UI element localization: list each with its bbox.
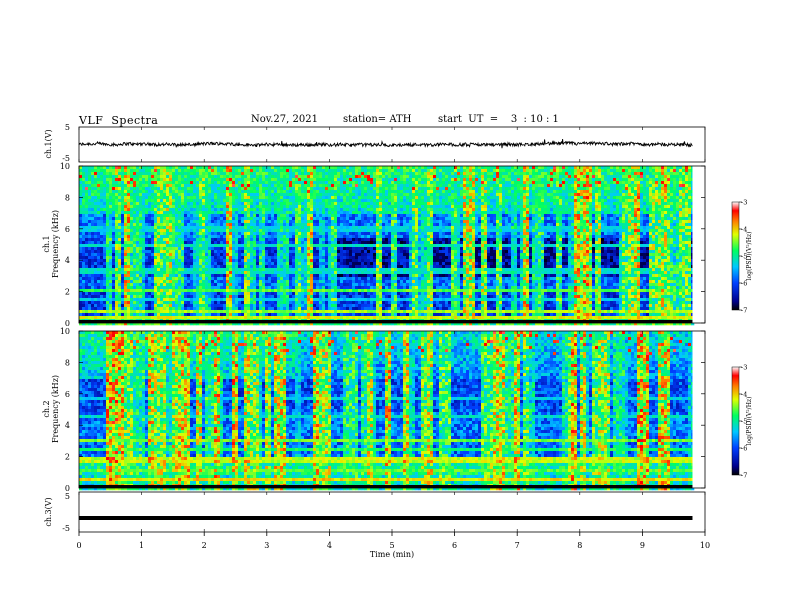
freq-tick-label: 10 [60,327,70,336]
ch3-frame [79,492,705,532]
x-tick-label: 1 [139,541,144,550]
freq-tick-label: 4 [65,421,70,430]
x-tick-label: 10 [700,541,710,550]
ch2-spec-channel-label: ch.2 [42,400,51,417]
colorbar-tick-label: -7 [741,472,747,480]
freq-tick-label: 8 [65,358,70,367]
ch2-colorbar [732,367,739,475]
x-tick-label: 5 [389,541,394,550]
ch1-spectrogram [79,166,705,325]
x-axis-label: Time (min) [370,550,414,559]
freq-tick-label: 6 [65,390,70,399]
freq-tick-label: 2 [65,453,70,462]
x-tick-label: 2 [202,541,207,550]
freq-tick-label: 2 [65,288,70,297]
ch1-colorbar [732,202,739,310]
ch1-ytick-top: 5 [65,123,70,132]
x-tick-label: 4 [327,541,332,550]
colorbar-tick-label: -7 [741,307,747,315]
ch3-waveform-panel: 5 -5 ch.3(V) [44,492,705,533]
x-tick-label: 6 [452,541,457,550]
ch3-ytick-bottom: -5 [62,524,70,533]
x-tick-label: 3 [264,541,269,550]
ch3-ytick-top: 5 [65,492,70,501]
x-tick-label: 0 [76,541,81,550]
ch2-spectrogram [79,331,705,490]
freq-tick-label: 6 [65,225,70,234]
ch3-ylabel: ch.3(V) [44,497,53,526]
ch1-spec-channel-label: ch.1 [42,235,51,252]
vlf-figure: 5 -5 ch.1(V) 0 2 4 6 8 10 ch.1 Frequency (kHz… [0,0,792,612]
ch1-waveform-panel: 5 -5 ch.1(V) [44,123,705,163]
colorbar-tick-label: -3 [741,364,747,372]
ch2-spec-ylabel: Frequency (kHz) [51,375,60,443]
ch1-ylabel: ch.1(V) [44,129,53,158]
x-tick-label: 9 [640,541,645,550]
x-tick-label: 7 [515,541,520,550]
ch2-colorbar-label: log(PSD)(V²/Hz) [746,397,753,446]
freq-tick-label: 4 [65,256,70,265]
colorbar-tick-label: -3 [741,199,747,207]
x-tick-label: 8 [577,541,582,550]
freq-tick-label: 10 [60,162,70,171]
freq-tick-label: 8 [65,193,70,202]
ch1-spec-ylabel: Frequency (kHz) [51,210,60,278]
ch1-colorbar-label: log(PSD)(V²/Hz) [746,232,753,281]
